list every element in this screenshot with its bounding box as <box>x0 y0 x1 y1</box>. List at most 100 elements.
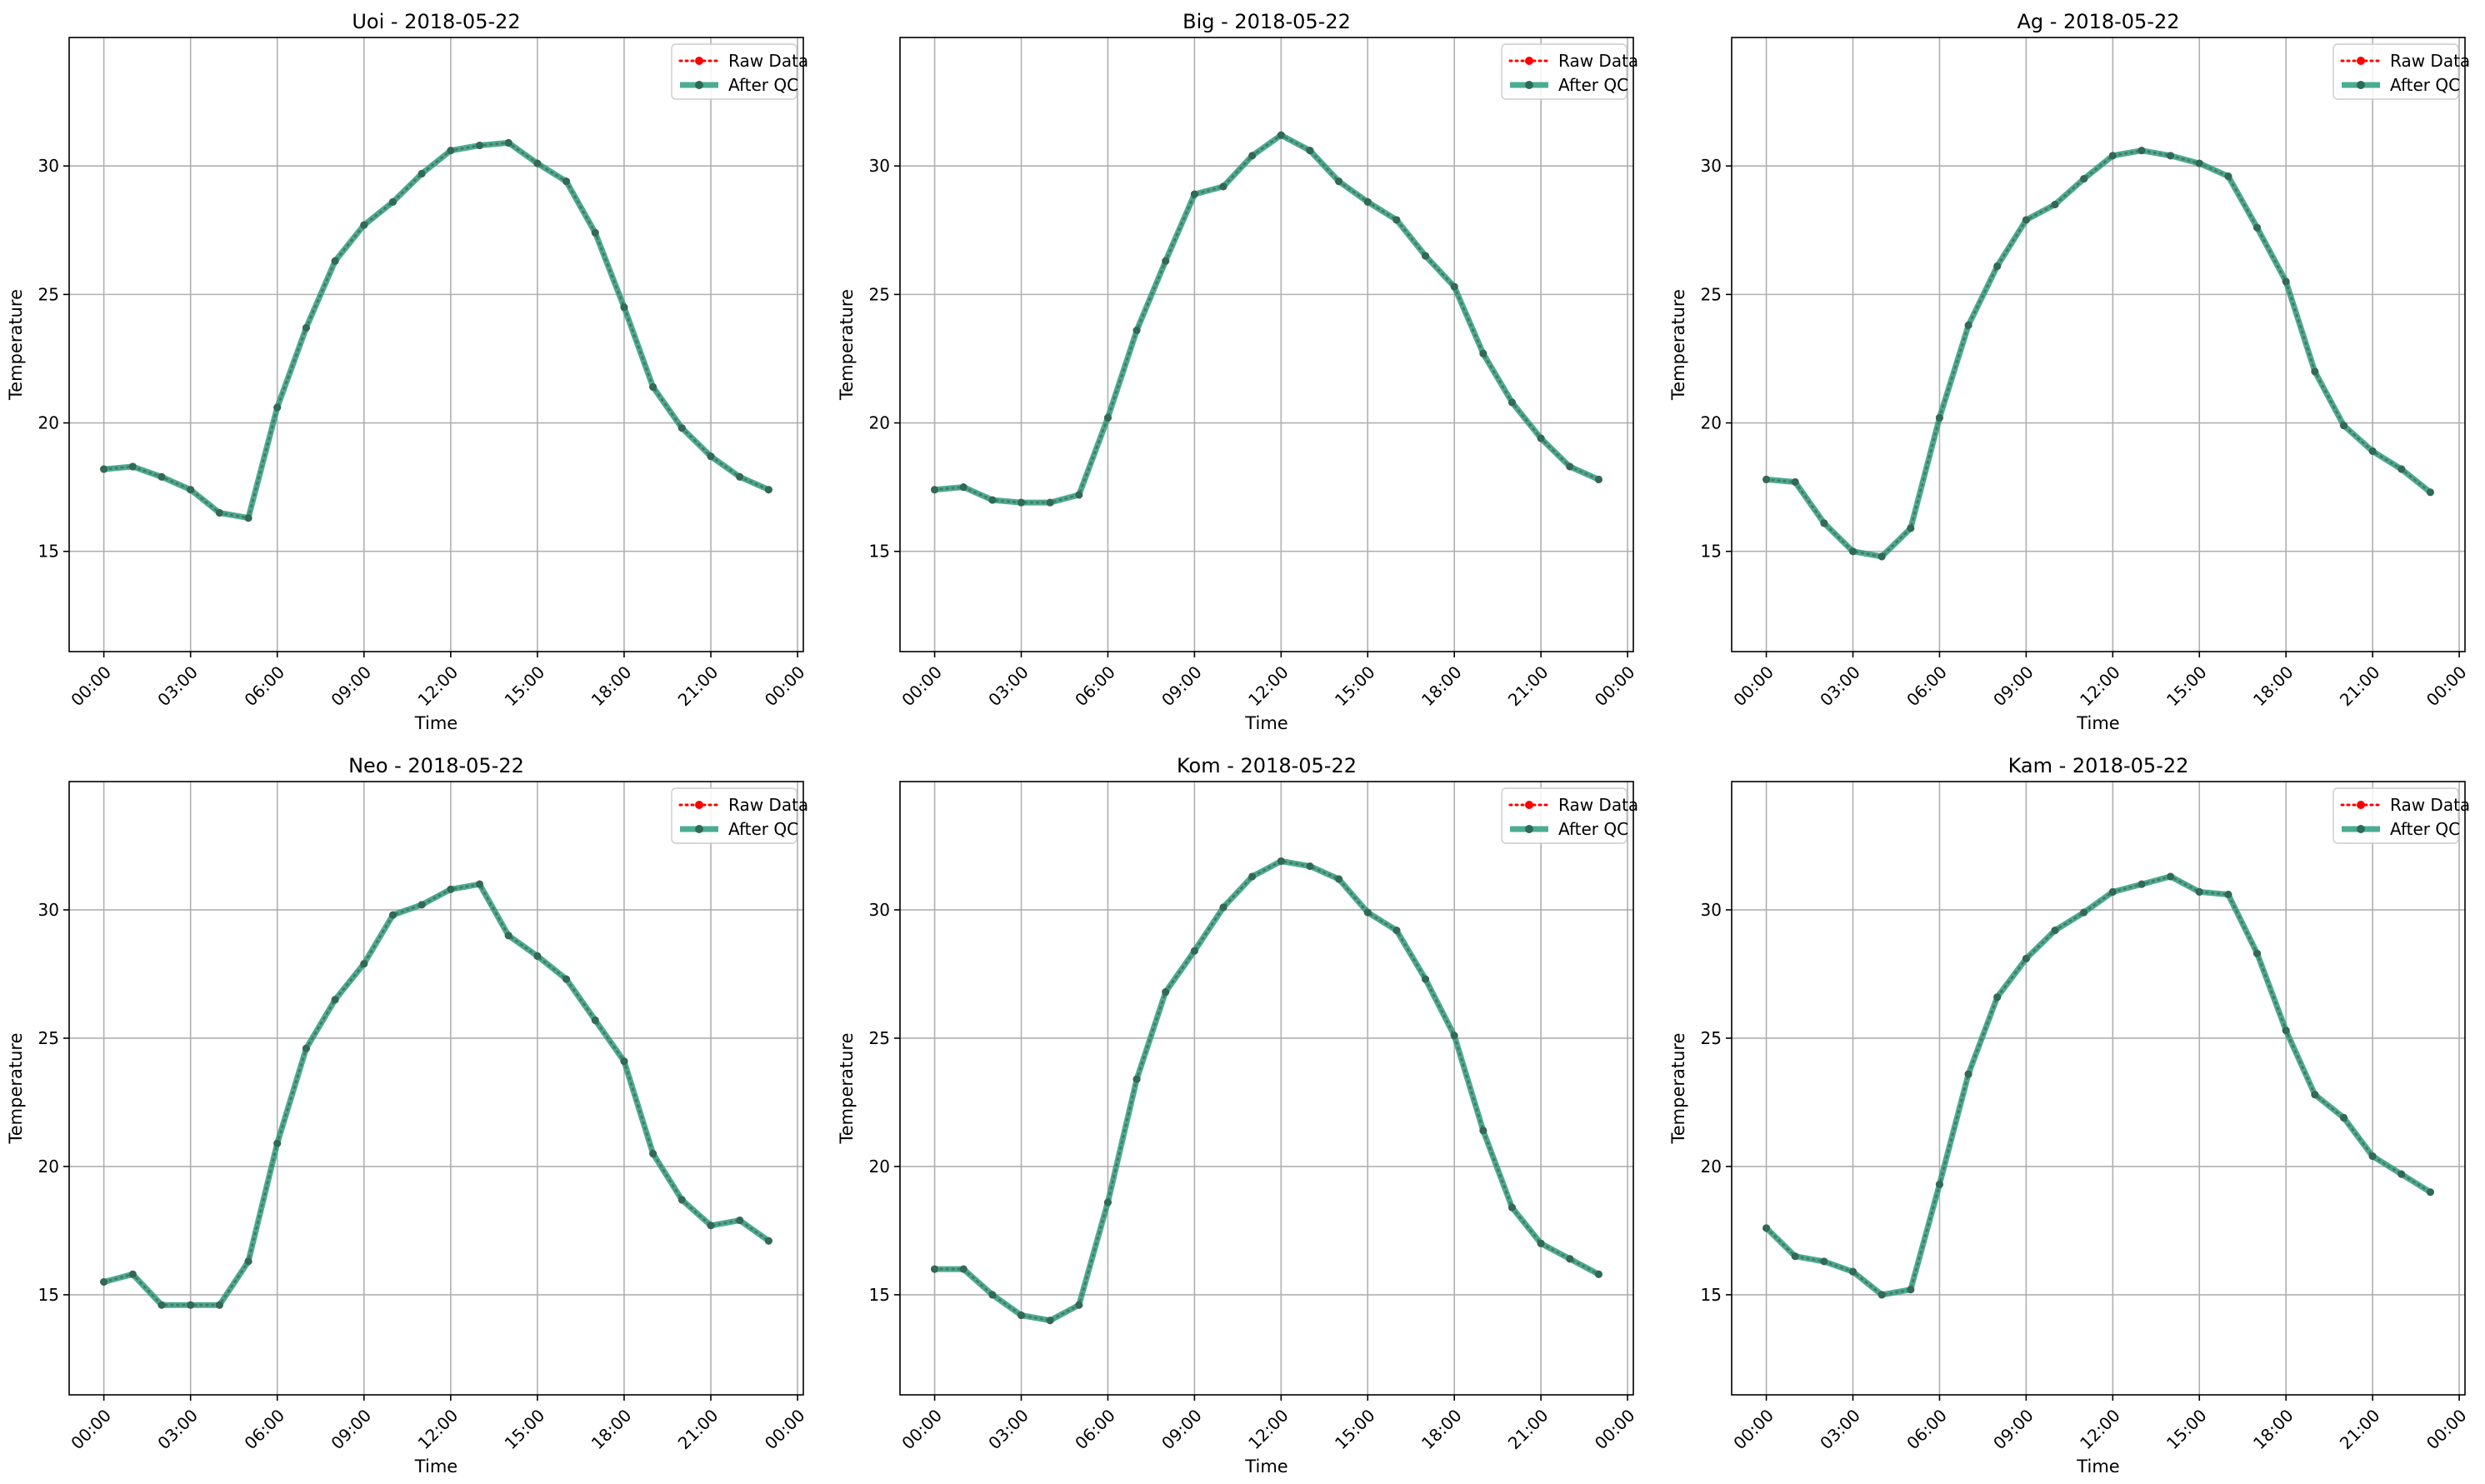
after-qc-line <box>103 139 770 522</box>
after-qc-point <box>2368 447 2377 455</box>
axes-frame <box>68 37 804 652</box>
x-tick-label: 12:00 <box>2076 1405 2124 1453</box>
after-qc-point <box>1422 975 1430 983</box>
x-tick-label: 03:00 <box>984 1405 1032 1453</box>
subplot-uoi: 00:00 03:00 06:00 09:00 12:00 15:00 18:00 21:00… <box>6 10 808 733</box>
x-tick-label: 09:00 <box>327 662 375 710</box>
y-tick-label: 15 <box>1701 1285 1722 1305</box>
after-qc-point <box>1762 475 1771 483</box>
after-qc-point <box>959 1265 968 1273</box>
after-qc-point <box>1306 862 1314 871</box>
x-tick-label: 09:00 <box>327 1405 375 1453</box>
after-qc-point <box>1508 1203 1516 1212</box>
after-qc-point <box>1907 524 1915 532</box>
x-tick-label: 21:00 <box>2336 662 2384 710</box>
x-tick-label: 06:00 <box>1902 1405 1951 1453</box>
after-qc-point <box>1046 498 1054 507</box>
after-qc-point <box>764 486 772 494</box>
x-tick-label: 09:00 <box>1158 1405 1206 1453</box>
after-qc-point <box>2108 152 2117 160</box>
subplot-title: Ag - 2018-05-22 <box>2017 10 2179 33</box>
after-qc-point <box>187 1301 195 1309</box>
legend: Raw Data After QC <box>671 787 808 844</box>
y-tick-label: 25 <box>38 1028 59 1048</box>
raw-data-line <box>1765 149 2432 558</box>
after-qc-point <box>2253 223 2262 232</box>
after-qc-point <box>2224 890 2232 898</box>
x-tick-label: 03:00 <box>153 662 202 710</box>
after-qc-point <box>1791 477 1799 486</box>
after-qc-point <box>1993 993 2002 1002</box>
after-qc-point <box>620 303 628 312</box>
after-qc-point <box>931 1265 939 1273</box>
raw-data-overlay <box>1766 149 2432 557</box>
after-qc-point <box>1075 491 1083 499</box>
legend: Raw Data After QC <box>671 43 808 100</box>
subplot-neo: 00:00 03:00 06:00 09:00 12:00 15:00 18:00 21:00… <box>6 754 808 1477</box>
x-tick-label: 00:00 <box>67 1405 115 1453</box>
after-qc-point <box>1964 1070 1972 1078</box>
after-qc-point <box>1878 1291 1886 1299</box>
x-axis-label: Time <box>1244 713 1288 733</box>
after-qc-point <box>562 975 571 983</box>
after-qc-point <box>1335 177 1343 186</box>
subplot-title: Kom - 2018-05-22 <box>1177 754 1357 777</box>
subplot-title: Uoi - 2018-05-22 <box>352 10 520 33</box>
after-qc-point <box>931 486 939 494</box>
y-tick-label: 20 <box>869 413 890 433</box>
x-tick-label: 00:00 <box>2422 1405 2471 1453</box>
legend-label: Raw Data <box>2390 795 2470 815</box>
y-tick-label: 25 <box>869 1028 890 1048</box>
x-tick-label: 15:00 <box>2162 1405 2211 1453</box>
after-qc-point <box>1335 875 1343 883</box>
after-qc-point <box>447 885 455 893</box>
legend-raw-marker <box>695 57 703 65</box>
x-tick-label: 18:00 <box>1418 662 1466 710</box>
x-tick-label: 12:00 <box>2076 662 2124 710</box>
y-tick-label: 15 <box>869 1285 890 1305</box>
x-axis-label: Time <box>2076 713 2119 733</box>
x-tick-label: 09:00 <box>1989 662 2038 710</box>
grid <box>69 37 803 652</box>
y-tick-label: 30 <box>1701 900 1722 920</box>
subplot-kam: 00:00 03:00 06:00 09:00 12:00 15:00 18:00 21:00… <box>1668 754 2470 1477</box>
legend-raw-marker <box>1525 801 1533 809</box>
after-qc-point <box>1450 1032 1458 1040</box>
raw-data-line <box>102 141 770 520</box>
after-qc-point <box>2339 422 2348 430</box>
y-tick-label: 30 <box>869 900 890 920</box>
legend-raw-marker <box>2357 57 2365 65</box>
after-qc-point <box>1993 262 2002 270</box>
after-qc-point <box>2108 887 2117 896</box>
y-tick-label: 15 <box>869 542 890 562</box>
y-tick-label: 25 <box>869 284 890 304</box>
after-qc-point <box>1277 857 1285 865</box>
after-qc-point <box>649 382 658 391</box>
after-qc-point <box>2138 147 2146 155</box>
legend-label: Raw Data <box>728 795 808 815</box>
y-tick-label: 25 <box>38 284 59 304</box>
after-qc-line <box>934 132 1600 506</box>
x-tick-label: 18:00 <box>2249 662 2298 710</box>
legend-raw-marker <box>2357 801 2365 809</box>
x-axis-label: Time <box>2076 1457 2119 1477</box>
legend-label: Raw Data <box>2390 51 2470 71</box>
y-tick-label: 20 <box>1701 1157 1722 1177</box>
x-tick-label: 00:00 <box>1591 1405 1639 1453</box>
after-qc-point <box>1162 988 1170 997</box>
x-axis-label: Time <box>414 713 458 733</box>
x-tick-label: 06:00 <box>240 1405 288 1453</box>
after-qc-line <box>1764 873 2432 1298</box>
legend-qc-marker <box>2357 825 2365 833</box>
y-tick-label: 20 <box>869 1157 890 1177</box>
x-tick-label: 15:00 <box>501 662 549 710</box>
x-tick-label: 00:00 <box>898 662 946 710</box>
raw-data-overlay <box>934 134 1599 504</box>
y-axis-label: Temperature <box>1668 289 1688 401</box>
x-tick-label: 03:00 <box>1816 1405 1864 1453</box>
after-qc-point <box>1791 1252 1799 1261</box>
legend-qc-marker <box>2357 81 2365 89</box>
x-tick-label: 18:00 <box>1418 1405 1466 1453</box>
subplot-title: Neo - 2018-05-22 <box>348 754 524 777</box>
